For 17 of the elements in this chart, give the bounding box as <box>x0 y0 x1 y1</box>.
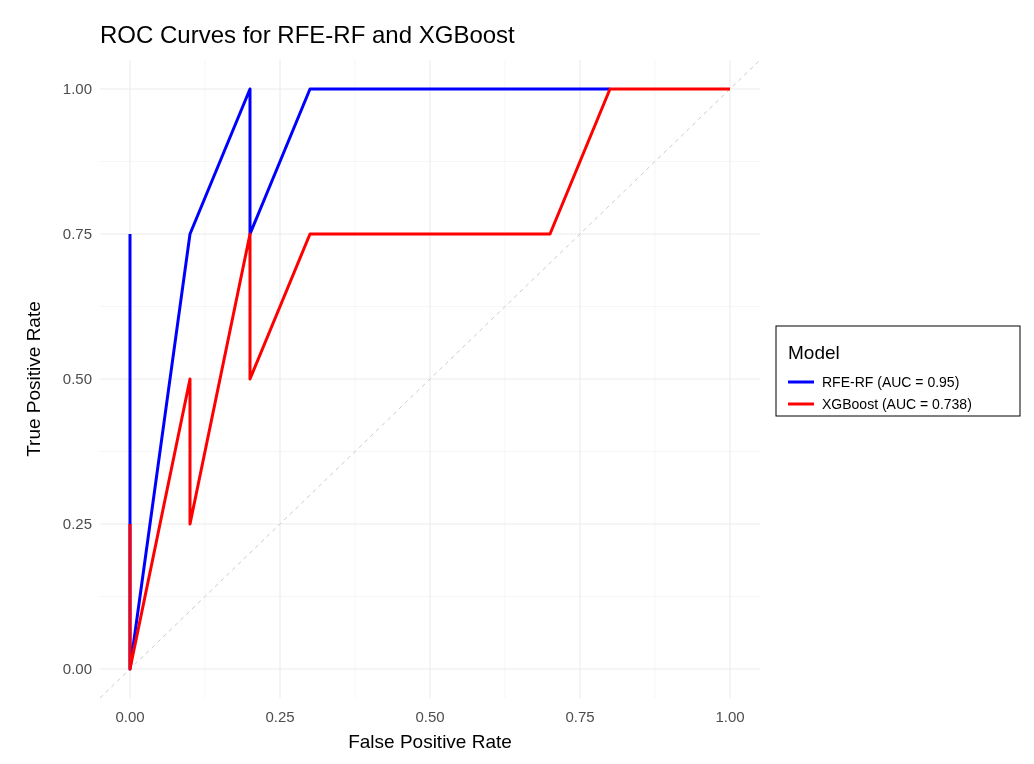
y-tick-label: 0.50 <box>62 370 92 387</box>
legend-label: XGBoost (AUC = 0.738) <box>822 396 972 412</box>
y-tick-label: 0.00 <box>62 660 92 677</box>
y-tick-label: 1.00 <box>62 80 92 97</box>
chart-title: ROC Curves for RFE-RF and XGBoost <box>100 21 516 48</box>
x-tick-label: 0.75 <box>565 708 595 725</box>
x-tick-label: 0.50 <box>415 708 445 725</box>
legend-title: Model <box>788 342 840 363</box>
x-tick-label: 1.00 <box>715 708 745 725</box>
y-tick-label: 0.75 <box>62 225 92 242</box>
line-series <box>128 87 732 671</box>
x-tick-label: 0.00 <box>115 708 145 725</box>
x-tick-label: 0.25 <box>265 708 295 725</box>
y-axis-title: True Positive Rate <box>23 301 44 457</box>
legend-label: RFE-RF (AUC = 0.95) <box>822 374 960 390</box>
x-axis-title: False Positive Rate <box>348 731 512 752</box>
y-tick-label: 0.25 <box>62 515 92 532</box>
